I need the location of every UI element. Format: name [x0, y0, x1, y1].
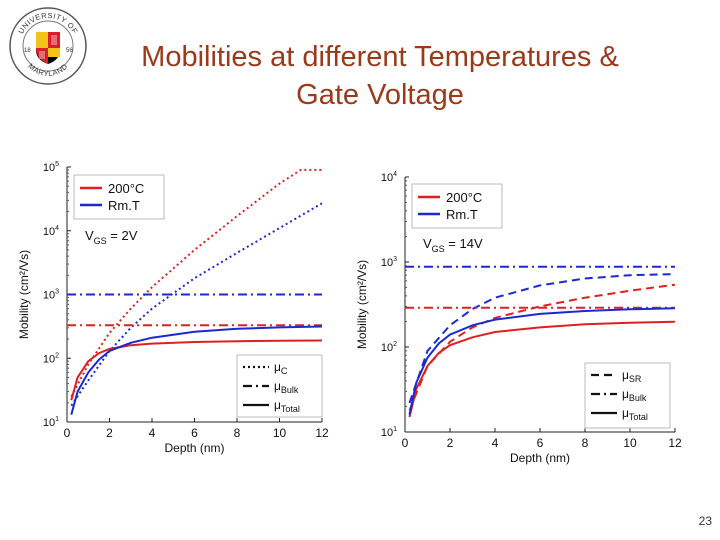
series-line — [70, 168, 322, 398]
legend-temp-box — [411, 183, 503, 229]
chart-vgs-2v: 0 2 4 6 8 10 12 101 102 103 104 105 Depth (nm) Mobili… — [17, 161, 329, 455]
y-tick-label: 102 — [381, 341, 397, 354]
university-seal-logo: UNIVERSITY OF MARYLAND 18 56 — [8, 6, 88, 86]
legend-style-label: μSR — [622, 368, 642, 384]
x-tick-label: 8 — [582, 436, 589, 450]
series-line — [408, 273, 675, 404]
vgs-annotation: VGS = 2V — [85, 228, 138, 246]
series-line — [70, 202, 322, 407]
y-tick-label: 103 — [381, 256, 397, 269]
series-line — [70, 339, 322, 401]
x-tick-label: 12 — [315, 426, 329, 440]
slide-title-line-2: Gate Voltage — [296, 79, 464, 111]
x-tick-label: 10 — [273, 426, 287, 440]
series-line — [408, 320, 675, 418]
y-tick-label: 104 — [381, 171, 397, 184]
legend-style-box — [584, 362, 671, 429]
x-axis-label: Depth (nm) — [164, 441, 224, 455]
slide-title-line-1: Mobilities at different Temperatures & — [141, 41, 619, 73]
y-tick-label: 105 — [43, 161, 59, 174]
y-tick-label: 104 — [43, 225, 59, 238]
series-line — [408, 307, 675, 415]
y-tick-label: 103 — [43, 289, 59, 302]
legend-temp-label: Rm.T — [446, 207, 478, 222]
x-tick-label: 8 — [234, 426, 241, 440]
svg-text:56: 56 — [66, 48, 73, 54]
x-tick-label: 10 — [623, 436, 637, 450]
y-axis-label: Mobility (cm²/Vs) — [17, 250, 31, 339]
page-number: 23 — [698, 514, 712, 528]
seal-icon: UNIVERSITY OF MARYLAND 18 56 — [9, 7, 87, 85]
x-tick-label: 0 — [64, 426, 71, 440]
x-tick-label: 4 — [149, 426, 156, 440]
y-tick-label: 101 — [43, 416, 59, 429]
x-axis-label: Depth (nm) — [510, 451, 570, 465]
svg-text:18: 18 — [24, 48, 31, 54]
y-tick-label: 102 — [43, 352, 59, 365]
legend-temp-label: 200°C — [446, 190, 482, 205]
legend-style-label: μTotal — [622, 406, 648, 422]
legend-style-label: μC — [274, 360, 288, 376]
x-tick-label: 2 — [447, 436, 454, 450]
legend-temp-label: Rm.T — [108, 198, 140, 213]
x-tick-label: 6 — [191, 426, 198, 440]
legend-style-label: μTotal — [274, 398, 300, 414]
chart-vgs-14v: 0 2 4 6 8 10 12 101 102 103 104 Depth (nm) Mobility … — [355, 171, 682, 465]
legend-temp-box — [73, 174, 165, 220]
legend-style-label: μBulk — [622, 387, 647, 403]
legend-temp-label: 200°C — [108, 181, 144, 196]
x-tick-label: 2 — [106, 426, 113, 440]
x-tick-label: 12 — [668, 436, 682, 450]
x-tick-label: 0 — [402, 436, 409, 450]
x-tick-label: 6 — [537, 436, 544, 450]
legend-style-label: μBulk — [274, 379, 299, 395]
x-tick-label: 4 — [492, 436, 499, 450]
y-axis-label: Mobility (cm²/Vs) — [355, 260, 369, 349]
y-tick-label: 101 — [381, 426, 397, 439]
series-line — [70, 325, 322, 415]
vgs-annotation: VGS = 14V — [423, 236, 483, 254]
slide-title: Mobilities at different Temperatures & G… — [100, 38, 660, 114]
